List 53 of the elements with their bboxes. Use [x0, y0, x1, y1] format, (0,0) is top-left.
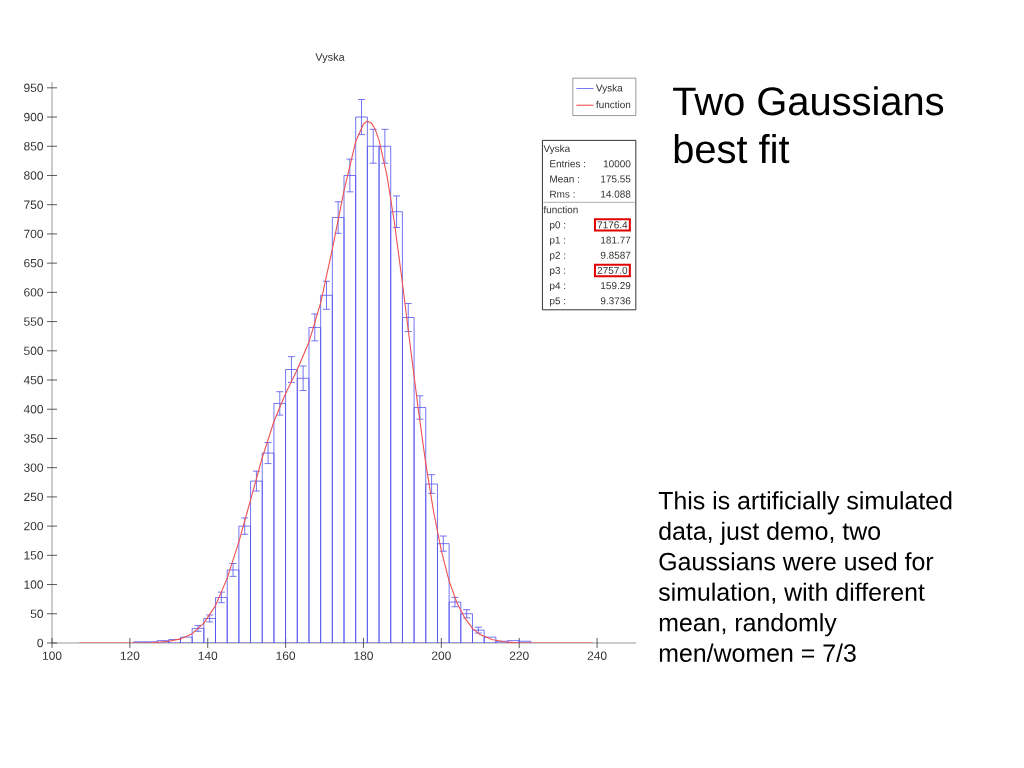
annotation: Vyska	[543, 144, 571, 155]
annotation: p3 :	[550, 266, 566, 276]
annotation: Mean :	[550, 175, 579, 183]
chart-title: Vyska	[315, 52, 345, 64]
annotation: 175.55	[601, 175, 631, 183]
y-tick-label: 550	[24, 317, 44, 326]
y-tick-label: 800	[24, 171, 44, 180]
x-tick-label: 100	[42, 651, 62, 660]
legend-label: Vyska	[595, 84, 623, 94]
y-tick-label: 700	[24, 229, 44, 239]
annotation: 10000	[603, 160, 631, 168]
x-tick-label: 120	[120, 651, 140, 660]
legend-label: function	[596, 100, 631, 109]
y-tick-label: 200	[24, 521, 44, 531]
annotation: 181.77	[601, 236, 631, 244]
annotation: 159.29	[601, 282, 631, 290]
y-tick-label: 50	[30, 609, 44, 618]
x-tick-label: 220	[509, 651, 529, 660]
y-tick-label: 850	[24, 142, 44, 151]
text: Two Gaussians best fit	[673, 86, 944, 164]
annotation: 2757.0	[597, 266, 628, 274]
text: This is artificially simulated data, just demo, two Gaussians were used for simulation, with different mean, randomly men/women = 7/3	[658, 491, 952, 662]
y-tick-label: 300	[24, 463, 44, 472]
annotation: p0 :	[550, 221, 566, 231]
y-tick-label: 600	[24, 288, 44, 297]
x-tick-label: 240	[587, 651, 607, 660]
y-tick-label: 100	[24, 580, 44, 589]
annotation: 14.088	[601, 190, 631, 198]
y-tick-label: 650	[24, 258, 44, 268]
y-tick-label: 950	[24, 83, 44, 93]
annotation: function	[543, 205, 578, 214]
annotation: Rms :	[550, 190, 575, 198]
y-tick-label: 450	[23, 375, 44, 385]
annotation: 7176.4	[597, 221, 628, 229]
x-tick-label: 140	[198, 651, 218, 660]
annotation: 9.3736	[600, 297, 631, 305]
x-tick-label: 160	[276, 651, 296, 660]
y-tick-label: 400	[23, 405, 44, 414]
y-tick-label: 150	[24, 551, 44, 560]
x-tick-label: 180	[354, 651, 373, 660]
y-tick-label: 0	[37, 638, 44, 648]
annotation: p2 :	[550, 251, 566, 261]
y-tick-label: 750	[24, 200, 44, 209]
y-tick-label: 350	[24, 434, 44, 443]
x-tick-label: 200	[431, 651, 451, 660]
y-tick-label: 250	[24, 492, 44, 502]
annotation: Entries :	[550, 159, 586, 168]
annotation: p1 :	[550, 236, 566, 246]
y-tick-label: 500	[24, 346, 44, 356]
annotation: p4 :	[550, 282, 566, 292]
annotation: p5 :	[550, 297, 566, 307]
y-tick-label: 900	[24, 112, 44, 122]
annotation: 9.8587	[600, 251, 631, 259]
